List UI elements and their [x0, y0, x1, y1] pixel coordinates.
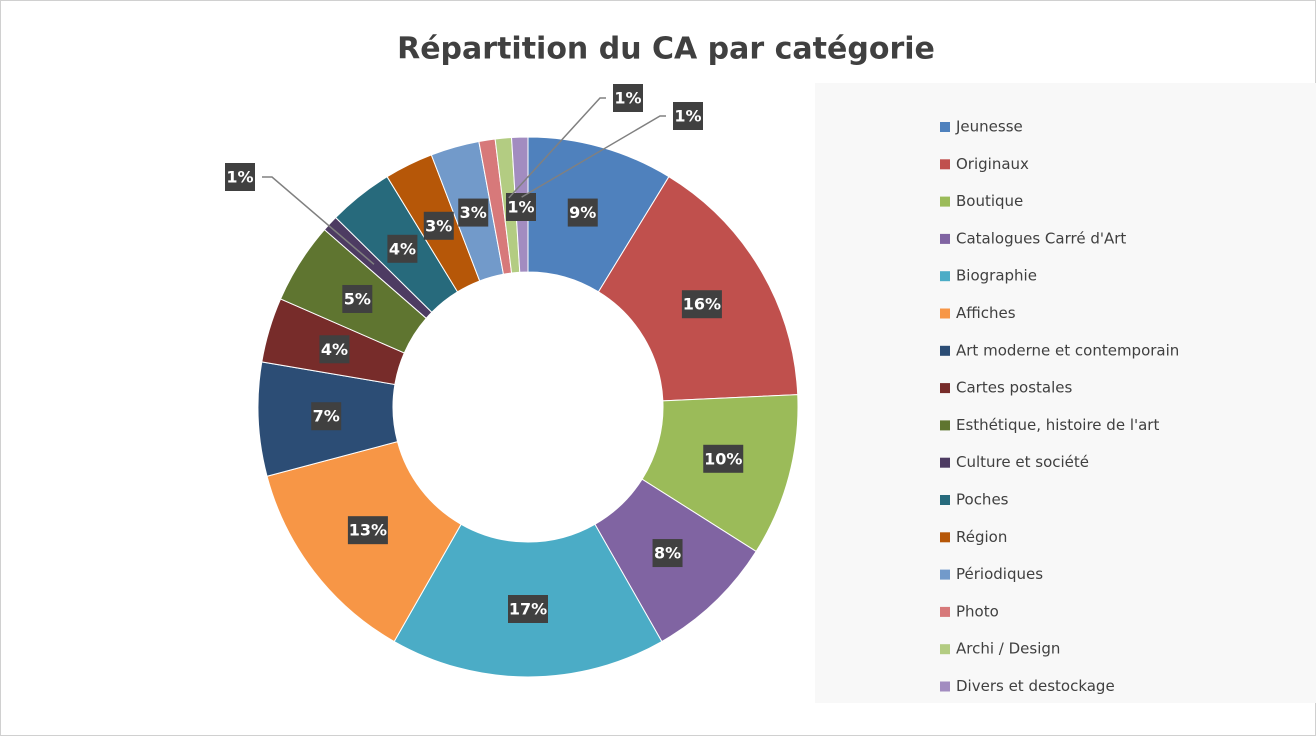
data-label: 10% [704, 449, 742, 468]
chart-title: Répartition du CA par catégorie [397, 32, 935, 67]
slice [597, 175, 799, 402]
data-label-box [681, 290, 722, 319]
data-label-box [387, 234, 418, 263]
data-label: 3% [425, 216, 452, 235]
legend-swatch [940, 457, 950, 468]
legend-swatch [940, 308, 950, 319]
legend-swatch [940, 644, 950, 655]
data-label-box [567, 198, 598, 227]
legend-swatch [940, 122, 950, 132]
legend-swatch [940, 532, 950, 543]
leader-line [262, 176, 375, 265]
legend-box [815, 83, 1316, 703]
legend-swatch [940, 606, 950, 617]
legend-label: Poches [956, 491, 1009, 509]
data-label: 17% [509, 600, 547, 619]
data-label: 4% [389, 239, 416, 258]
legend-swatch [940, 383, 950, 394]
legend-label: Esthétique, histoire de l'art [956, 416, 1159, 434]
legend-label: Culture et société [956, 453, 1089, 471]
legend-label: Biographie [956, 267, 1037, 285]
data-label-box [613, 84, 643, 112]
legend-swatch [940, 420, 950, 431]
legend-swatch [940, 681, 950, 692]
data-label: 9% [569, 203, 596, 222]
legend-swatch [940, 345, 950, 356]
data-label: 16% [683, 295, 721, 314]
data-label-box [652, 539, 683, 568]
legend-label: Boutique [956, 192, 1023, 210]
leader-line [521, 115, 666, 198]
data-label: 1% [226, 168, 253, 187]
data-label: 13% [349, 521, 387, 540]
data-label: 4% [321, 340, 348, 359]
data-label-box [508, 595, 548, 623]
data-label-box [458, 198, 489, 227]
legend-label: Affiches [956, 304, 1016, 322]
legend-label: Région [956, 528, 1007, 546]
legend-swatch [940, 233, 950, 244]
legend-label: Catalogues Carré d'Art [956, 229, 1126, 247]
data-label-box [225, 163, 255, 191]
legend-swatch [940, 569, 950, 580]
legend-label: Art moderne et contemporain [956, 341, 1179, 359]
data-label: 3% [460, 203, 487, 222]
data-label: 1% [614, 89, 641, 108]
legend-label: Archi / Design [956, 640, 1060, 658]
legend-swatch [940, 271, 950, 282]
data-label-box [423, 211, 454, 240]
data-label-box [347, 516, 388, 545]
data-label-box [703, 444, 744, 473]
legend-label: Jeunesse [955, 118, 1023, 136]
legend-swatch [940, 196, 950, 207]
legend-label: Cartes postales [956, 379, 1073, 397]
data-label: 8% [654, 544, 681, 563]
legend-label: Périodiques [956, 565, 1043, 583]
leader-line [508, 97, 606, 199]
legend-label: Divers et destockage [956, 677, 1115, 695]
legend-swatch [940, 495, 950, 505]
data-label-box [506, 193, 536, 221]
data-label-box [673, 102, 703, 130]
data-label: 5% [344, 289, 371, 308]
data-label: 1% [674, 107, 701, 126]
data-label: 7% [313, 407, 340, 426]
data-label: 1% [507, 198, 534, 217]
legend-label: Originaux [956, 155, 1029, 173]
data-label-box [311, 402, 342, 431]
legend-label: Photo [956, 602, 999, 620]
data-label-box [319, 335, 350, 364]
data-label-box [342, 284, 373, 313]
legend-swatch [940, 159, 950, 170]
